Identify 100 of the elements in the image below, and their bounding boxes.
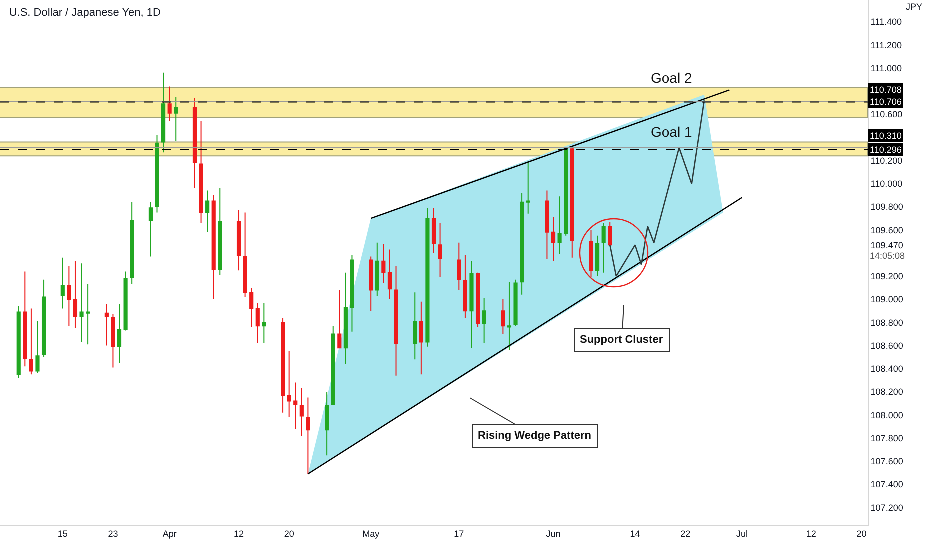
candlestick — [608, 222, 612, 247]
candlestick — [526, 161, 530, 214]
x-tick-label: May — [362, 528, 380, 539]
text: 14:05:08 — [870, 251, 906, 261]
candlestick — [325, 392, 330, 456]
annotation: Rising Wedge Pattern — [478, 430, 592, 442]
candlestick — [130, 202, 134, 285]
candlestick — [155, 134, 160, 214]
candlestick — [545, 190, 550, 260]
y-tick-label: 110.000 — [870, 179, 903, 190]
candlestick — [426, 208, 430, 348]
candlestick — [86, 284, 90, 346]
y-tick-label: 109.200 — [870, 272, 904, 282]
candlestick — [476, 272, 480, 328]
candlestick — [212, 194, 216, 300]
x-tick-label: 20 — [284, 528, 294, 539]
candlestick — [551, 216, 556, 262]
candlestick — [482, 298, 486, 344]
y-tick-label: 111.400 — [870, 17, 902, 28]
y-tick-label: 111.200 — [870, 40, 902, 50]
candlestick — [463, 255, 468, 319]
candlestick — [331, 326, 336, 406]
candlestick — [413, 292, 418, 360]
candlestick — [287, 351, 292, 418]
y-tick-label: 108.200 — [870, 387, 904, 398]
y-tick-label: 108.400 — [870, 364, 904, 374]
candlestick — [124, 271, 128, 332]
candlestick — [281, 318, 286, 414]
candlestick — [117, 304, 122, 364]
candlestick — [382, 244, 386, 284]
candlestick — [29, 308, 34, 376]
candlestick — [73, 260, 78, 329]
x-tick-label: 12 — [806, 528, 816, 539]
candlestick — [419, 301, 424, 376]
candlestick — [36, 320, 40, 374]
candlestick — [67, 265, 72, 327]
candlestick — [432, 208, 436, 254]
candlestick — [162, 72, 166, 154]
line-series — [609, 100, 706, 278]
x-tick-label: 12 — [234, 528, 244, 539]
candlestick — [60, 257, 65, 310]
x-tick-label: 23 — [108, 528, 118, 539]
ref-line-label: 110.296 — [870, 145, 902, 155]
candlestick — [596, 235, 600, 277]
y-tick-label: 109.000 — [870, 294, 904, 305]
x-tick-label: 22 — [680, 528, 691, 539]
candlestick — [564, 148, 568, 236]
y-tick-label: 109.470 — [870, 240, 904, 250]
candlestick — [294, 382, 298, 430]
candlestick — [300, 388, 304, 436]
ref-line-label: 110.708 — [870, 85, 902, 95]
candlestick — [111, 314, 116, 368]
y-tick-label: 111.000 — [870, 63, 902, 74]
x-tick-label: 14 — [630, 528, 640, 539]
y-tick-label: 110.600 — [870, 110, 903, 120]
x-tick-label: 15 — [58, 528, 68, 539]
ref-line-label: 110.310 — [870, 131, 902, 141]
y-tick-label: 108.600 — [870, 340, 904, 351]
y-tick-label: 107.200 — [870, 502, 904, 513]
candlestick — [42, 279, 46, 358]
y-tick-label: 110.200 — [870, 156, 903, 166]
candlestick — [438, 222, 442, 278]
candlestick — [350, 255, 354, 332]
candlestick — [507, 282, 512, 351]
band-label: Goal 1 — [651, 124, 692, 140]
candlestick — [168, 86, 172, 122]
candlestick — [250, 287, 254, 328]
y-tick-label: 108.000 — [870, 410, 904, 420]
candlestick — [218, 188, 222, 276]
candlestick — [23, 271, 28, 368]
annotation: Support Cluster — [580, 334, 664, 346]
candlestick — [589, 230, 594, 278]
y-tick-label: 107.400 — [870, 480, 904, 490]
candlestick — [375, 242, 380, 297]
y-tick-label: 107.800 — [870, 433, 904, 444]
y-tick-label: 109.800 — [870, 202, 904, 212]
candlestick — [602, 222, 606, 274]
candlestick — [501, 299, 506, 335]
x-tick-label: 20 — [856, 528, 867, 539]
x-tick-label: Jul — [736, 528, 748, 539]
candlestick — [394, 265, 398, 376]
candlestick — [80, 263, 84, 343]
x-tick-label: Apr — [162, 528, 177, 539]
candlestick — [338, 290, 342, 349]
candlestick — [192, 98, 198, 189]
candlestick — [199, 120, 204, 224]
candlestick — [470, 260, 474, 349]
candlestick — [369, 256, 374, 312]
candlestick — [104, 304, 109, 346]
band-label: Goal 2 — [651, 70, 692, 86]
y-tick-label: 107.600 — [870, 456, 904, 467]
candlestick — [174, 96, 178, 142]
candlestick — [243, 212, 248, 298]
candlestick — [457, 242, 462, 291]
candlestick — [236, 210, 242, 272]
ref-line-label: 110.706 — [870, 97, 902, 107]
text: U.S. Dollar / Japanese Yen, 1D — [9, 6, 162, 19]
candlestick — [520, 192, 524, 296]
candlestick — [388, 249, 392, 300]
candlestick — [16, 306, 21, 379]
